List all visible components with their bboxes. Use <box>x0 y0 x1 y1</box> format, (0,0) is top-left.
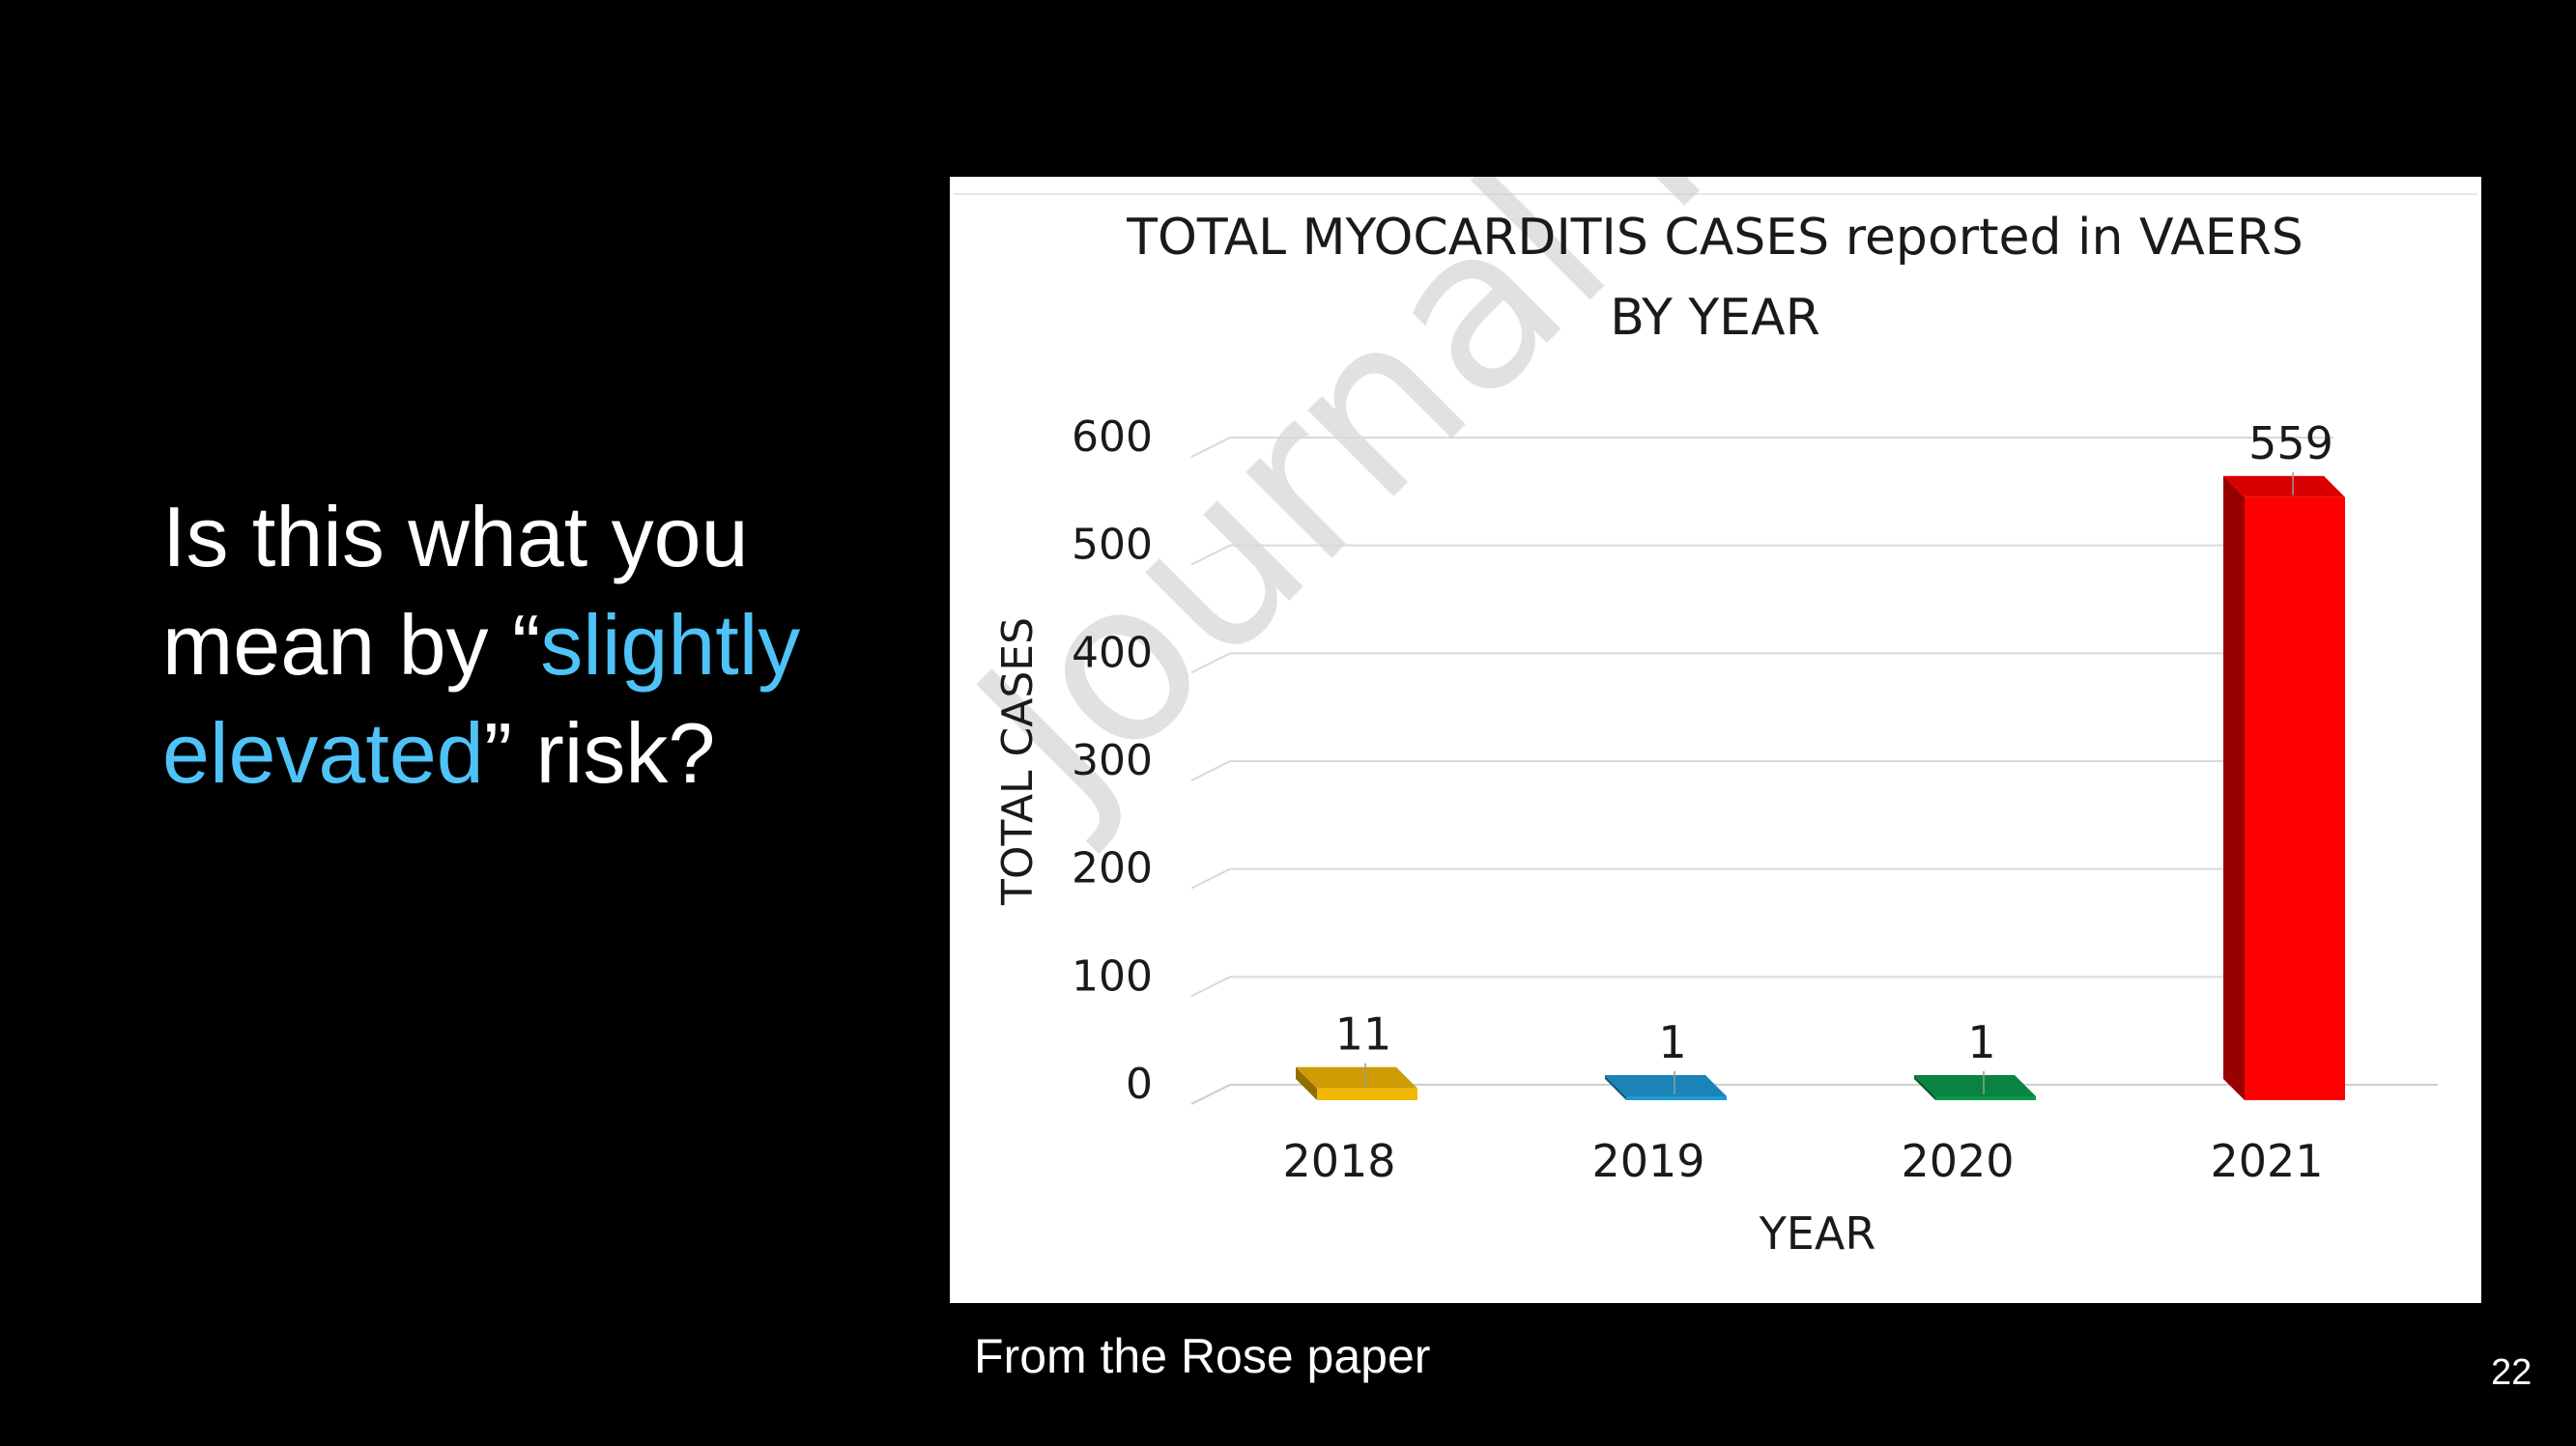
y-tick-label: 200 <box>1072 844 1153 893</box>
y-tick-label: 400 <box>1072 628 1153 677</box>
chart-title-line-1: TOTAL MYOCARDITIS CASES reported in VAER… <box>1126 209 2304 267</box>
data-label: 1 <box>1967 1016 1995 1068</box>
gridlines <box>1190 437 2438 1105</box>
headline-part1: Is this what you mean by “ <box>162 489 749 693</box>
gridline <box>1190 437 1231 458</box>
bar-top <box>1605 1075 1727 1096</box>
bars <box>1296 475 2345 1100</box>
bar-2018 <box>1317 1088 1417 1100</box>
y-tick-label: 500 <box>1072 521 1153 570</box>
y-tick-label: 100 <box>1072 951 1153 1001</box>
y-tick-labels: 0 100 200 300 400 500 600 <box>1072 412 1153 1109</box>
caption: From the Rose paper <box>974 1329 1431 1383</box>
y-tick-label: 0 <box>1126 1060 1153 1109</box>
x-tick-label: 2019 <box>1591 1135 1704 1187</box>
x-axis-label: YEAR <box>1759 1207 1876 1260</box>
data-label: 11 <box>1335 1008 1392 1061</box>
page-number: 22 <box>2491 1352 2533 1393</box>
bar-2020 <box>1935 1096 2036 1100</box>
y-tick-label: 300 <box>1072 736 1153 785</box>
bar-top <box>1296 1066 1417 1089</box>
x-tick-label: 2020 <box>1901 1135 2014 1187</box>
gridline <box>1190 652 1231 674</box>
gridline <box>1190 976 1231 998</box>
x-tick-labels: 2018 2019 2020 2021 <box>1282 1135 2323 1187</box>
bar-side <box>1296 1066 1317 1100</box>
bar-side <box>1605 1075 1626 1100</box>
gridline <box>1190 867 1231 890</box>
bar-top <box>1914 1075 2036 1096</box>
y-tick-label: 600 <box>1072 412 1153 462</box>
gridline <box>1190 760 1231 781</box>
headline-part2: ” risk? <box>483 705 716 801</box>
bar-2021 <box>2245 496 2345 1100</box>
x-tick-label: 2021 <box>2210 1135 2323 1187</box>
y-axis-label: TOTAL CASES <box>993 617 1043 906</box>
headline: Is this what you mean by “slightly eleva… <box>162 483 935 808</box>
headline-highlight: slightly elevated <box>162 597 801 801</box>
bar-2019 <box>1626 1096 1727 1100</box>
data-label: 559 <box>2248 417 2333 469</box>
bar-side <box>2223 475 2245 1100</box>
x-tick-label: 2018 <box>1282 1135 1395 1187</box>
data-label: 1 <box>1658 1016 1686 1068</box>
bar-top <box>2223 475 2345 497</box>
chart-panel: Journal P 0 100 200 300 400 500 600 2018 2019 20… <box>950 177 2481 1303</box>
floor-line <box>1190 1084 1231 1105</box>
chart-title-line-2: BY YEAR <box>1610 289 1819 347</box>
bar-side <box>1914 1075 1935 1100</box>
gridline <box>1190 544 1231 566</box>
